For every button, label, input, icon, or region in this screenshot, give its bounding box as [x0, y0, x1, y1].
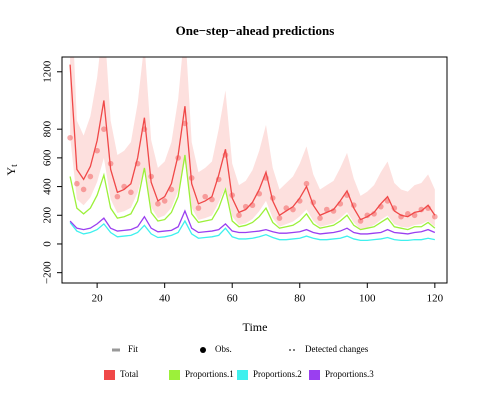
observation — [317, 215, 323, 221]
fit-line — [69, 64, 436, 221]
legend: Fit Obs. Detected changes Total Proportions.… — [104, 344, 374, 380]
y-tick-label: 200 — [42, 207, 54, 224]
fit-line — [69, 154, 436, 231]
x-tick-label: 40 — [159, 293, 171, 305]
observation — [168, 186, 175, 193]
legend-label: Total — [120, 369, 139, 379]
legend-label: Proportions.3 — [325, 369, 374, 379]
y-tick-label: 1200 — [42, 60, 54, 83]
y-tick-label: 400 — [42, 178, 54, 195]
x-tick-label: 100 — [359, 293, 376, 305]
legend-label: Proportions.1 — [185, 369, 234, 379]
legend-symbol — [200, 347, 206, 353]
observation — [276, 215, 283, 221]
observation — [202, 193, 208, 200]
chart-title: One−step−ahead predictions — [176, 23, 335, 38]
x-tick-label: 60 — [227, 293, 239, 305]
plot-area — [67, 57, 438, 242]
legend-label: Detected changes — [305, 344, 369, 354]
observation — [195, 205, 202, 211]
y-tick-label: 800 — [42, 120, 54, 137]
x-axis-label: Time — [243, 320, 268, 334]
legend-label: Obs. — [215, 344, 232, 354]
fit-line — [69, 219, 435, 242]
observation — [74, 180, 80, 187]
observation — [303, 180, 310, 187]
observation — [323, 206, 330, 213]
observation — [236, 212, 242, 219]
observation — [87, 173, 94, 180]
legend-swatch — [104, 370, 115, 380]
legend-swatch — [309, 370, 320, 380]
observation — [114, 193, 121, 200]
x-tick-label: 80 — [294, 293, 306, 305]
axes: 20 40 60 80 100 120 −200 0 200 400 600 800 1200 — [42, 60, 444, 304]
y-axis-label: Yt — [4, 164, 19, 176]
x-tick-label: 120 — [427, 293, 444, 305]
x-tick-label: 20 — [92, 293, 104, 305]
plot-frame — [61, 56, 448, 284]
legend-swatch — [237, 370, 248, 380]
y-tick-label: 600 — [42, 149, 54, 166]
y-label-sub: t — [9, 164, 19, 167]
legend-swatch — [169, 370, 180, 380]
fit-line — [69, 209, 436, 235]
observation — [101, 126, 107, 132]
y-label-main: Yt — [4, 164, 19, 176]
observation — [371, 211, 377, 217]
observation — [94, 147, 100, 154]
y-tick-label: −200 — [42, 261, 54, 284]
prediction-band — [70, 57, 435, 230]
legend-label: Fit — [128, 344, 139, 354]
observation — [155, 200, 161, 207]
observation — [128, 189, 134, 196]
y-label-text: Y — [4, 167, 18, 176]
observation — [80, 186, 87, 193]
y-tick-label: 0 — [42, 241, 54, 247]
observation — [67, 134, 73, 141]
observation — [432, 213, 438, 220]
observation — [161, 198, 168, 204]
legend-label: Proportions.2 — [253, 369, 302, 379]
